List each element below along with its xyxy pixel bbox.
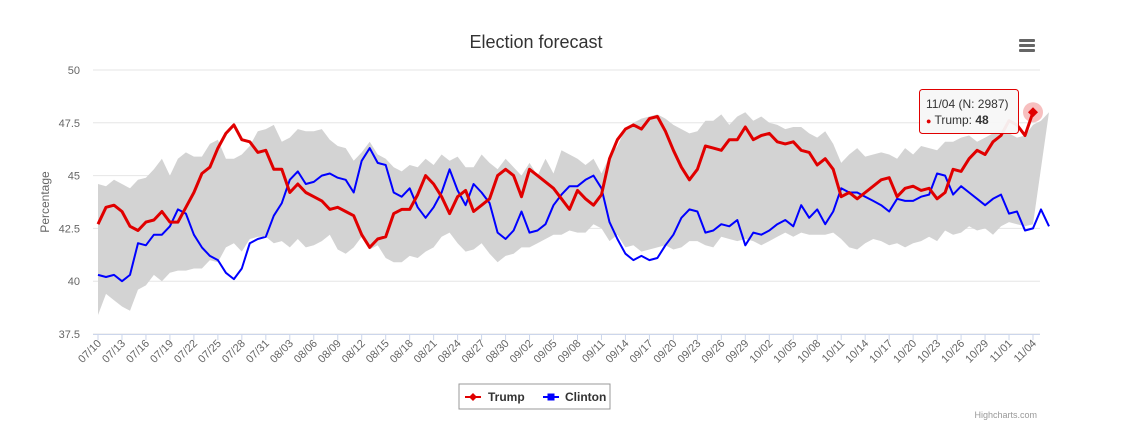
y-tick-label: 45 xyxy=(68,171,80,183)
tooltip-body: ● Trump: 48 xyxy=(926,113,989,127)
tooltip: 11/04 (N: 2987) ● Trump: 48 xyxy=(919,89,1019,134)
square-icon xyxy=(547,393,555,401)
x-tick-label: 07/13 xyxy=(100,338,128,366)
x-tick-label: 10/08 xyxy=(795,338,823,366)
x-tick-label: 09/14 xyxy=(604,338,632,366)
credits[interactable]: Highcharts.com xyxy=(974,410,1037,420)
x-tick-label: 09/11 xyxy=(580,338,607,365)
legend-item-clinton[interactable]: Clinton xyxy=(543,390,606,404)
x-tick-label: 09/05 xyxy=(532,338,560,366)
x-tick-label: 09/23 xyxy=(676,338,704,366)
y-tick-label: 50 xyxy=(68,65,80,77)
x-tick-label: 09/26 xyxy=(700,338,728,366)
series-lines xyxy=(96,102,1050,283)
x-tick-label: 10/05 xyxy=(771,338,799,366)
diamond-icon xyxy=(469,393,477,401)
x-tick-label: 10/23 xyxy=(915,338,943,366)
y-axis-label: Percentage xyxy=(38,171,52,233)
x-tick-label: 10/11 xyxy=(820,338,847,365)
clinton-line[interactable] xyxy=(97,147,1050,283)
x-tick-label: 08/03 xyxy=(268,338,296,366)
legend-item-trump[interactable]: Trump xyxy=(465,390,525,404)
x-tick-label: 08/09 xyxy=(316,338,344,366)
x-tick-label: 08/27 xyxy=(460,338,488,366)
x-tick-label: 07/28 xyxy=(220,338,248,366)
x-tick-label: 09/20 xyxy=(652,338,680,366)
hover-point-marker[interactable] xyxy=(1028,107,1038,118)
x-tick-label: 07/22 xyxy=(172,338,200,366)
x-tick-label: 07/25 xyxy=(196,338,224,366)
confidence-band xyxy=(98,112,1049,315)
x-tick-label: 08/18 xyxy=(388,338,416,366)
x-tick-label: 07/16 xyxy=(124,338,152,366)
x-tick-label: 07/31 xyxy=(244,338,272,366)
confidence-band-area xyxy=(98,112,1049,315)
x-tick-label: 09/17 xyxy=(628,338,656,366)
y-tick-label: 37.5 xyxy=(59,329,80,341)
x-tick-label: 09/29 xyxy=(723,338,751,366)
tooltip-series-label: Trump: xyxy=(934,113,975,127)
x-axis: 07/1007/1307/1607/1907/2207/2507/2807/31… xyxy=(76,334,1040,366)
x-tick-label: 07/19 xyxy=(148,338,176,366)
x-tick-label: 09/02 xyxy=(508,338,536,366)
y-tick-label: 40 xyxy=(68,276,80,288)
trump-line[interactable] xyxy=(96,111,1035,249)
tooltip-value: 48 xyxy=(975,113,989,127)
legend: Trump Clinton xyxy=(458,383,611,410)
legend-label-clinton: Clinton xyxy=(565,390,606,404)
x-tick-label: 10/17 xyxy=(867,338,895,366)
x-tick-label: 11/01 xyxy=(988,338,1015,365)
tooltip-header: 11/04 (N: 2987) xyxy=(926,97,1009,111)
x-tick-label: 10/14 xyxy=(843,338,871,366)
x-tick-label: 10/26 xyxy=(939,338,967,366)
hamburger-menu-icon[interactable] xyxy=(1019,39,1035,52)
tooltip-bullet: ● xyxy=(926,116,931,126)
x-tick-label: 10/29 xyxy=(963,338,991,366)
x-tick-label: 08/12 xyxy=(340,338,368,366)
x-tick-label: 10/20 xyxy=(891,338,919,366)
y-tick-label: 42.5 xyxy=(59,223,80,235)
y-axis-ticks: 37.5 40 42.5 45 47.5 50 xyxy=(59,65,80,341)
x-tick-label: 08/15 xyxy=(364,338,392,366)
legend-label-trump: Trump xyxy=(488,390,525,404)
chart-title: Election forecast xyxy=(469,32,602,52)
legend-box xyxy=(458,383,611,410)
x-tick-label: 08/06 xyxy=(292,338,320,366)
x-tick-label: 08/21 xyxy=(412,338,440,366)
x-tick-label: 09/08 xyxy=(556,338,584,366)
x-tick-label: 07/10 xyxy=(76,338,104,366)
x-tick-label: 10/02 xyxy=(747,338,775,366)
x-tick-label: 08/30 xyxy=(484,338,512,366)
y-tick-label: 47.5 xyxy=(59,118,80,130)
x-tick-label: 11/04 xyxy=(1012,338,1039,365)
tooltip-box xyxy=(919,89,1019,134)
x-tick-label: 08/24 xyxy=(436,338,464,366)
